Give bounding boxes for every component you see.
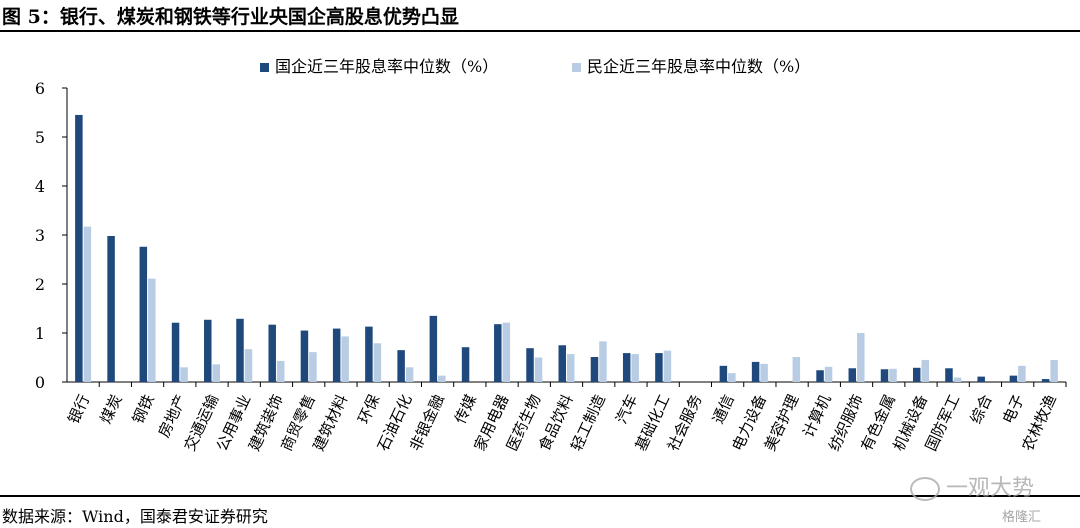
bar-soe (977, 376, 985, 382)
bar-private (631, 354, 639, 382)
x-tick-label: 计算机 (799, 392, 834, 440)
y-tick-label: 4 (35, 177, 45, 196)
bar-soe (494, 324, 502, 382)
bar-private (889, 368, 897, 382)
bar-private (502, 322, 511, 382)
legend-label-private: 民企近三年股息率中位数（%） (587, 57, 810, 76)
bar-soe (719, 365, 728, 382)
bar-soe (75, 114, 83, 382)
watermark-text: 一观大势 (946, 476, 1035, 501)
x-tick-label: 房地产 (155, 392, 190, 440)
bar-private (792, 357, 801, 382)
bar-private (373, 343, 382, 382)
x-tick-label: 电子 (999, 392, 1028, 427)
x-tick-label: 银行 (64, 392, 93, 427)
watermark: 一观大势 (910, 470, 1034, 502)
bar-soe (332, 328, 341, 382)
bar-soe (848, 368, 857, 382)
bar-private (1018, 365, 1026, 382)
legend-label-soe: 国企近三年股息率中位数（%） (275, 57, 498, 76)
bar-private (857, 333, 865, 382)
bar-soe (912, 367, 921, 382)
bar-private (212, 364, 221, 382)
title-rule (0, 30, 1080, 32)
bar-soe (461, 347, 470, 382)
bar-private (341, 336, 349, 382)
bar-private (824, 366, 833, 382)
bar-private (599, 341, 607, 382)
y-tick-label: 3 (35, 226, 45, 245)
y-tick-label: 2 (35, 275, 45, 294)
bar-soe (816, 370, 824, 382)
bar-private (953, 377, 962, 382)
y-tick-label: 6 (35, 79, 45, 98)
bar-private (276, 360, 285, 382)
bar-soe (880, 369, 889, 382)
bar-soe (1009, 375, 1018, 382)
bar-private (405, 367, 414, 382)
bar-private (309, 352, 317, 382)
bar-soe (622, 353, 631, 382)
wechat-icon (910, 477, 940, 501)
bar-soe (171, 322, 180, 382)
bar-soe (1041, 379, 1050, 382)
bar-soe (751, 361, 760, 382)
bar-private (83, 226, 92, 382)
bar-private (567, 354, 575, 382)
bar-private (921, 359, 929, 382)
x-tick-label: 传媒 (451, 392, 480, 427)
y-tick-label: 1 (35, 324, 45, 343)
bar-soe (204, 319, 212, 382)
bar-soe (107, 235, 115, 382)
bar-soe (300, 330, 309, 382)
bar-private (534, 357, 543, 382)
watermark-secondary: 格隆汇 (1002, 510, 1042, 525)
y-tick-label: 0 (35, 373, 45, 392)
bar-soe (558, 345, 566, 382)
bar-private (663, 350, 672, 382)
legend-swatch-private (572, 63, 581, 72)
figure-title: 图 5：银行、煤炭和钢铁等行业央国企高股息优势凸显 (2, 6, 459, 28)
x-tick-label: 煤炭 (97, 392, 126, 427)
y-tick-label: 5 (35, 128, 45, 147)
bar-private (1050, 359, 1058, 382)
bar-soe (365, 326, 373, 382)
x-tick-label: 环保 (354, 392, 383, 427)
bar-private (760, 363, 768, 382)
bar-private (438, 375, 446, 382)
legend-swatch-soe (260, 63, 269, 72)
bar-private (148, 278, 156, 382)
bar-private (244, 349, 253, 382)
bar-soe (655, 353, 663, 382)
bar-soe (268, 324, 276, 382)
x-tick-label: 通信 (709, 392, 738, 427)
bar-soe (945, 368, 953, 382)
bar-soe (526, 348, 534, 382)
bar-soe (236, 318, 244, 382)
bar-soe (590, 357, 599, 382)
x-tick-label: 汽车 (612, 392, 641, 427)
bar-private (728, 373, 736, 382)
bar-soe (397, 350, 405, 382)
bar-soe (139, 246, 148, 382)
source-rule (0, 495, 1080, 497)
source-note: 数据来源：Wind，国泰君安证券研究 (2, 507, 268, 526)
bar-soe (429, 315, 438, 382)
x-tick-label: 综合 (967, 392, 996, 427)
x-tick-label: 钢铁 (129, 392, 158, 427)
bar-private (180, 367, 188, 382)
